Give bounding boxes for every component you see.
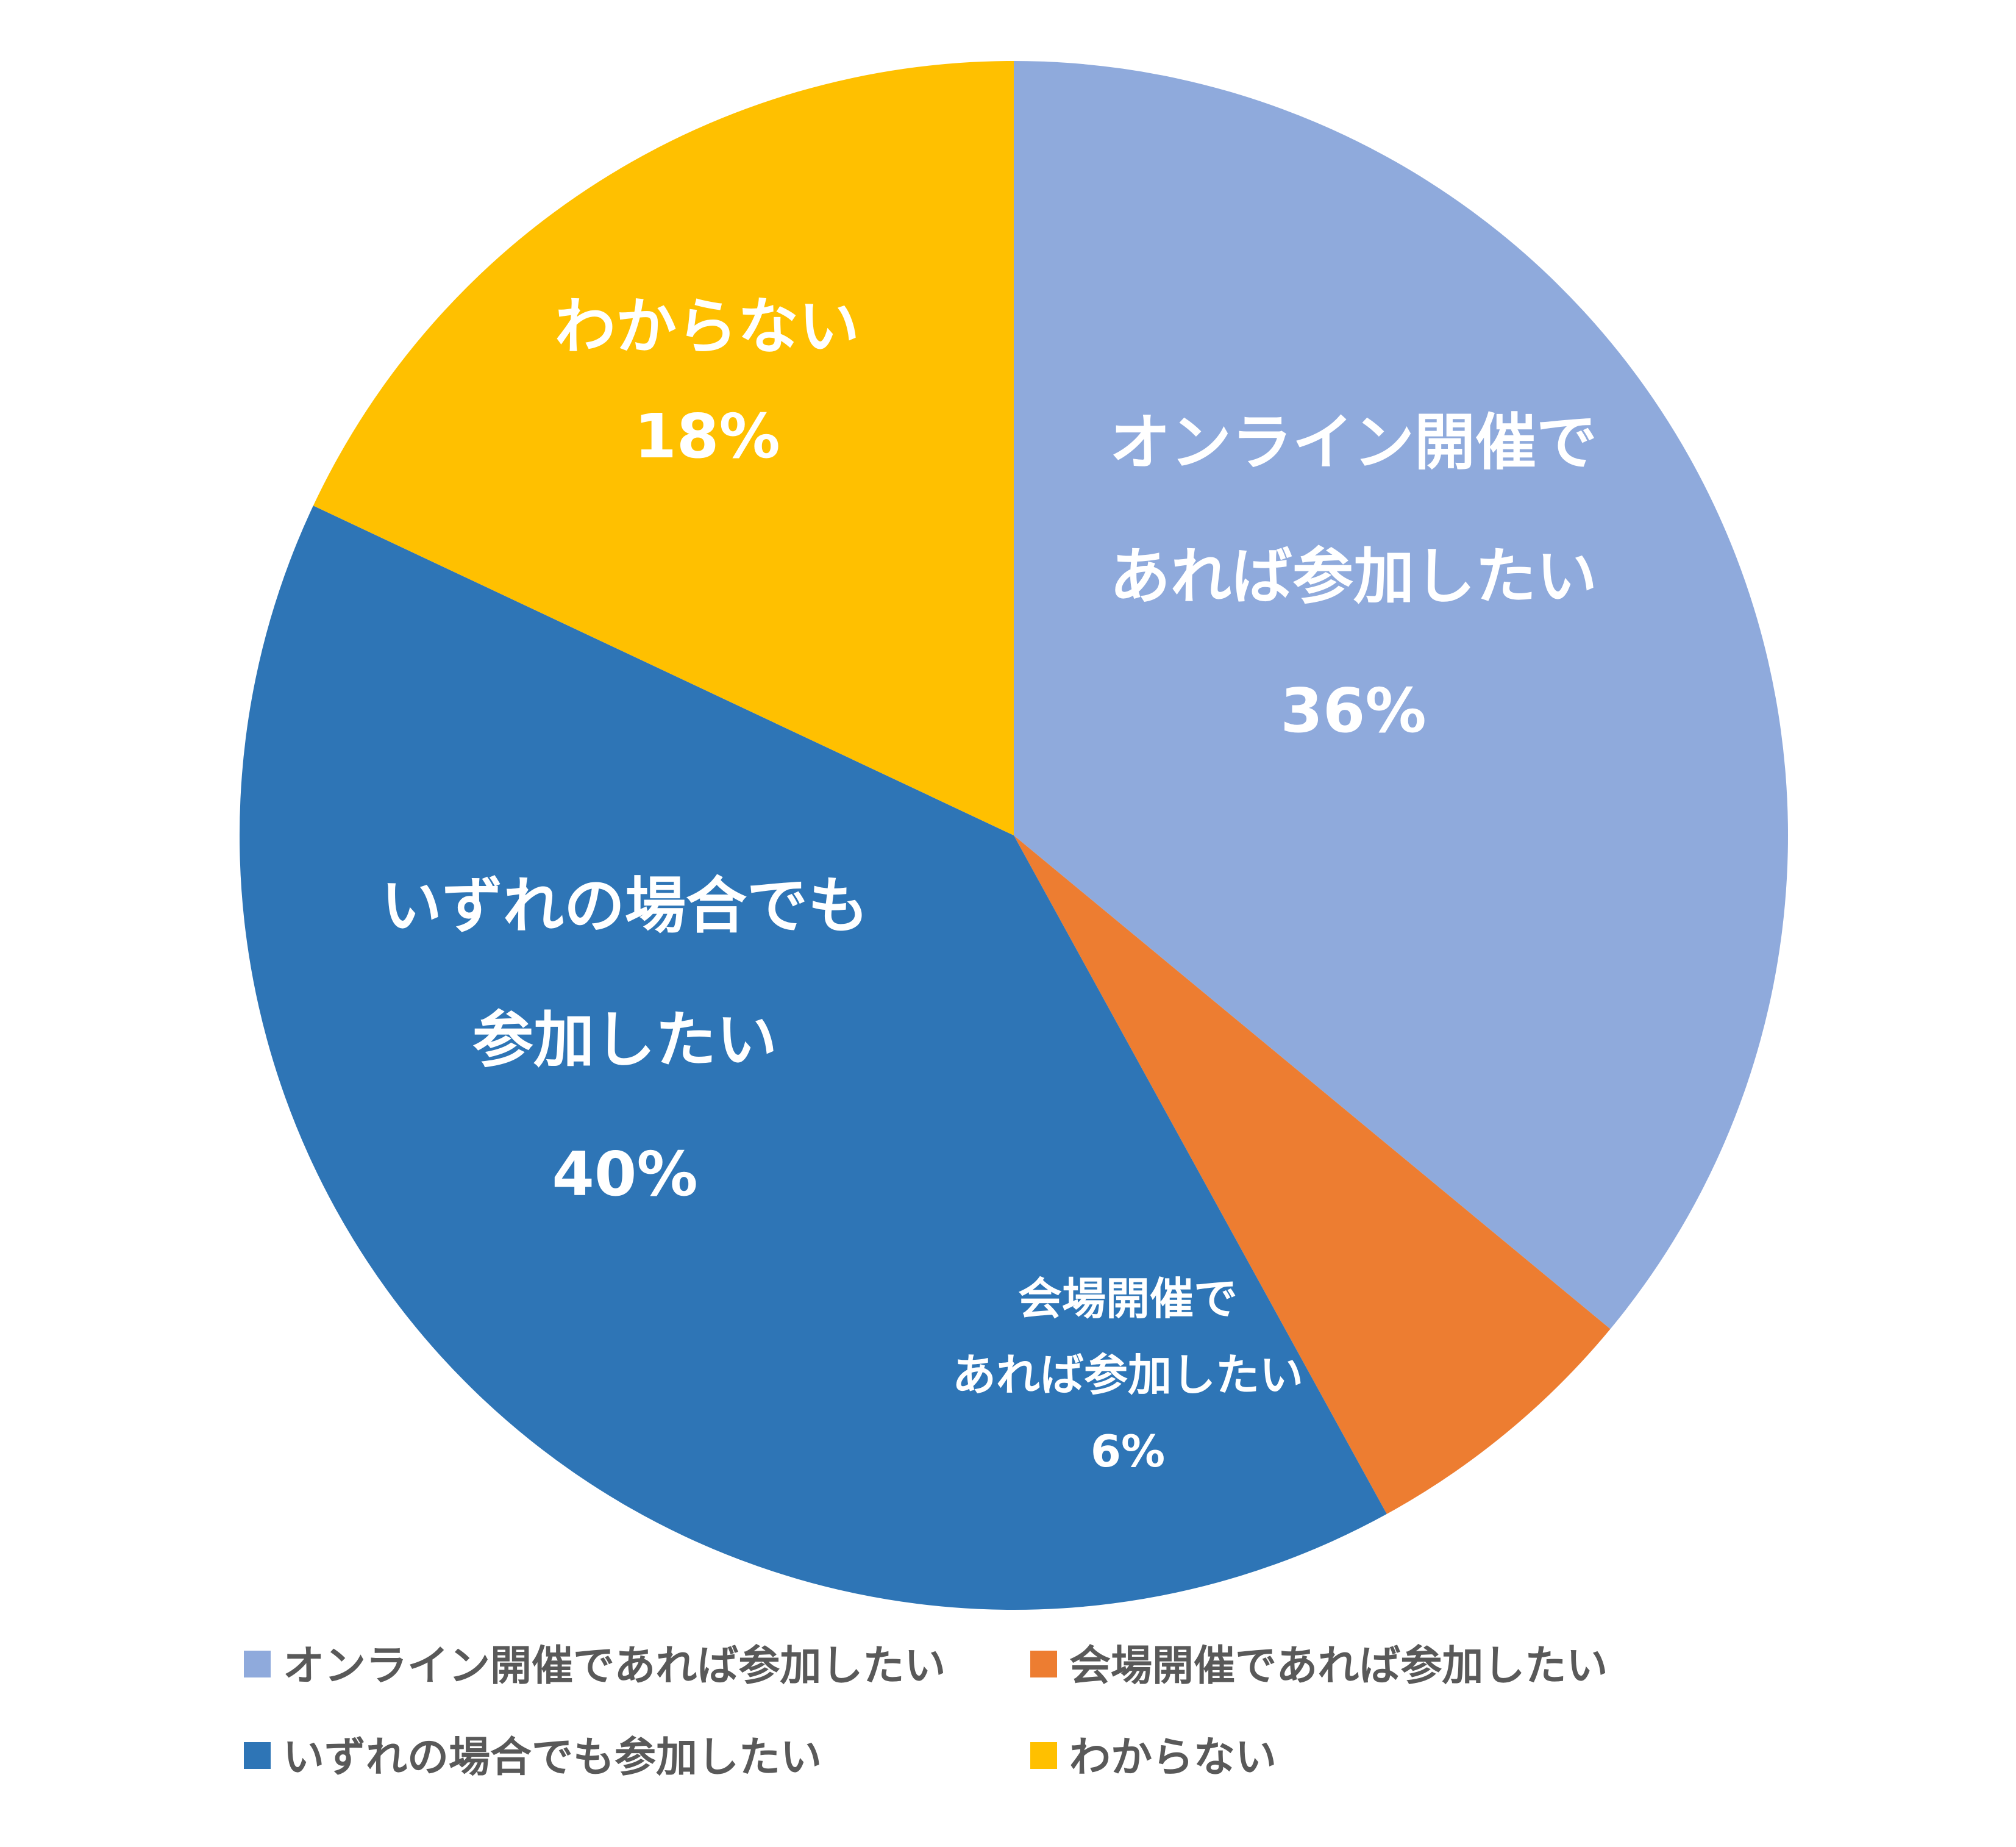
slice-unsure (313, 61, 1014, 835)
legend-online: オンライン開催であれば参加したい (244, 1642, 946, 1690)
slice-percent-label: 40% (552, 1138, 697, 1210)
legend-unsure: わからない (1030, 1734, 1277, 1782)
legend-label: いずれの場合でも参加したい (283, 1734, 822, 1782)
legend-label: 会場開催であれば参加したい (1069, 1642, 1608, 1690)
slice-name-line: あれば参加したい (1110, 541, 1597, 612)
label-unsure: わからない 18% (555, 291, 860, 472)
slice-either (239, 506, 1387, 1610)
legend-swatch (1030, 1651, 1057, 1677)
pie-slices (239, 61, 1788, 1610)
slice-name-line: あれば参加したい (952, 1349, 1303, 1401)
slice-venue (1014, 835, 1611, 1514)
legend-swatch (244, 1742, 271, 1769)
legend-venue: 会場開催であれば参加したい (1030, 1642, 1608, 1690)
legend-label: わからない (1069, 1734, 1277, 1782)
slice-labels: オンライン開催であれば参加したい 36%会場開催であれば参加したい 6%いずれの場合… (381, 291, 1597, 1477)
legend-swatch (1030, 1742, 1057, 1769)
slice-name-line: 参加したい (472, 1004, 777, 1076)
slice-name-line: わからない (555, 291, 860, 362)
slice-name-line: 会場開催で (1018, 1273, 1238, 1324)
slice-online (1014, 61, 1788, 1329)
slice-percent-label: 18% (634, 401, 780, 472)
legend-either: いずれの場合でも参加したい (244, 1734, 822, 1782)
slice-name-line: いずれの場合でも (381, 870, 869, 941)
slice-percent-label: 36% (1280, 675, 1426, 746)
legend-label: オンライン開催であれば参加したい (283, 1642, 946, 1690)
slice-percent-label: 6% (1091, 1426, 1165, 1477)
label-online: オンライン開催であれば参加したい 36% (1110, 407, 1597, 746)
legend: オンライン開催であれば参加したい 会場開催であれば参加したいいずれの場合でも参加し… (244, 1642, 1608, 1782)
slice-name-line: オンライン開催で (1110, 407, 1597, 478)
label-venue: 会場開催であれば参加したい 6% (952, 1273, 1303, 1477)
label-either: いずれの場合でも参加したい 40% (381, 870, 869, 1210)
legend-swatch (244, 1651, 271, 1677)
